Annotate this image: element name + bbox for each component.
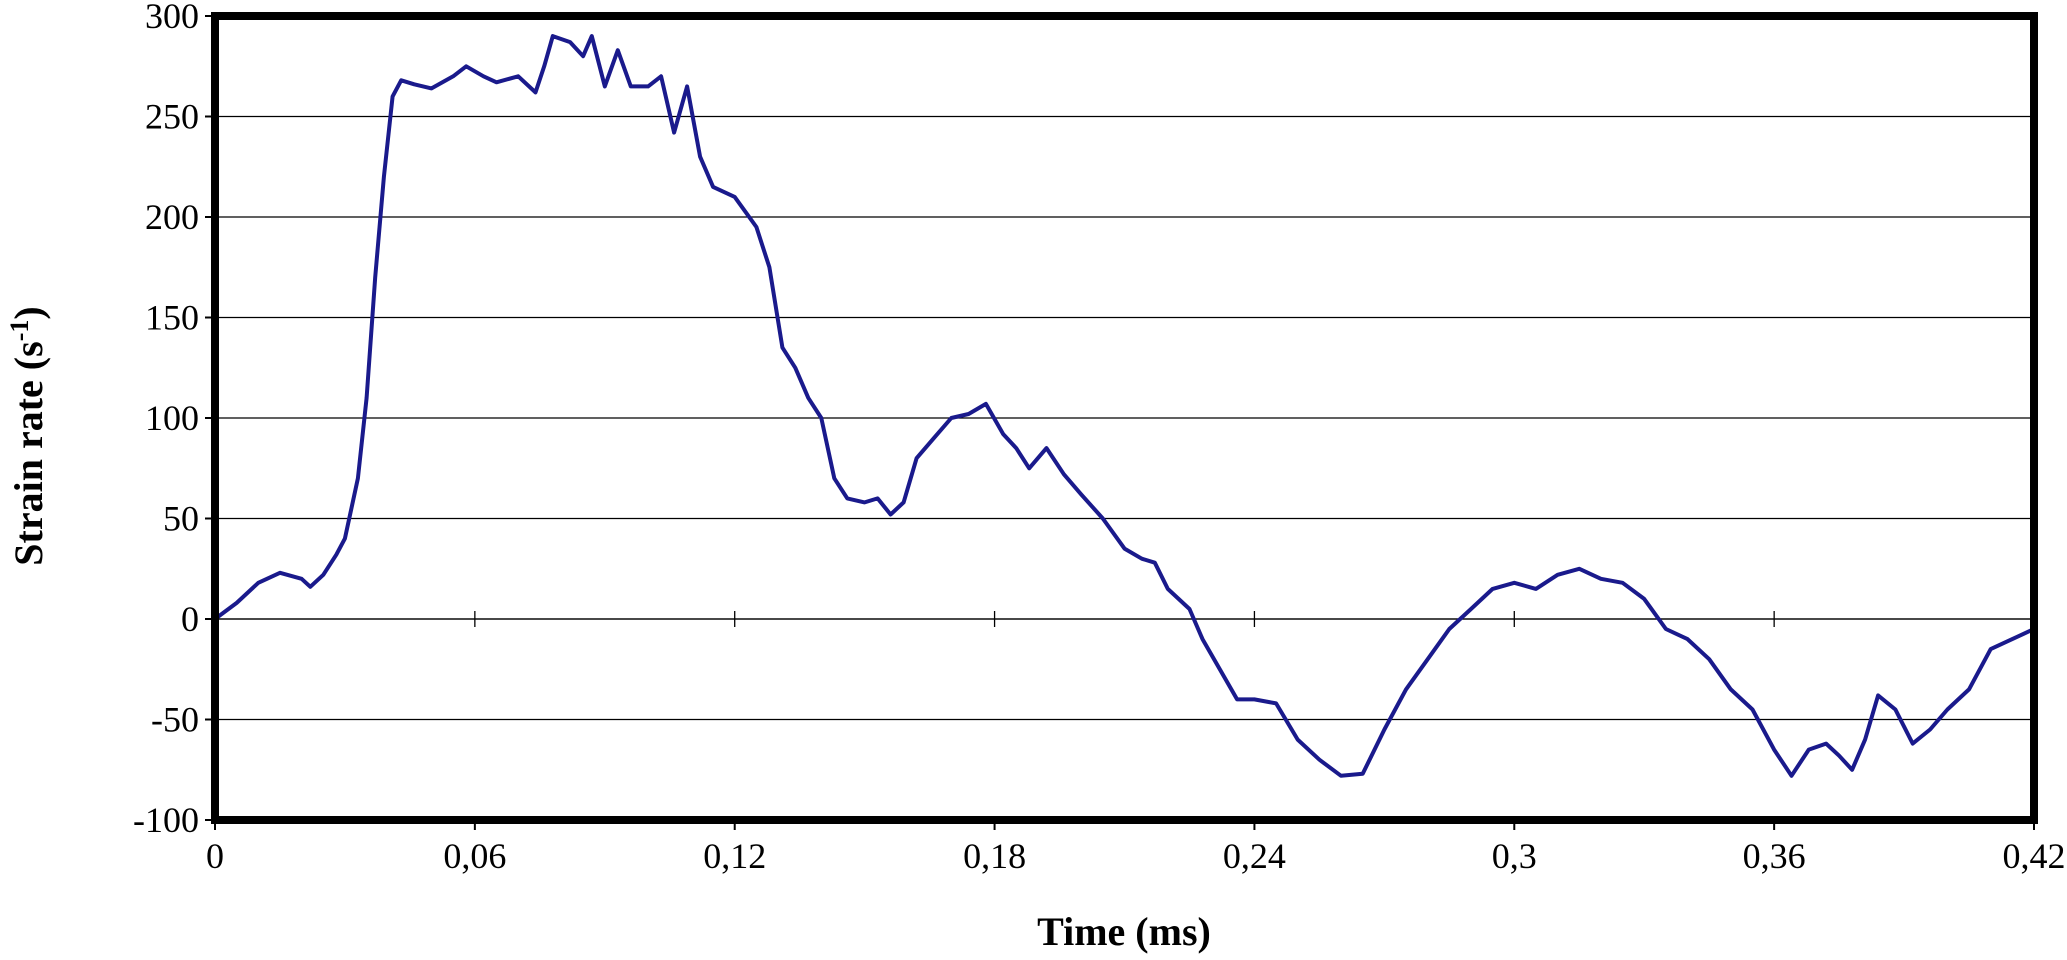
x-tick-label: 0,3 [1492, 836, 1537, 876]
x-tick-label: 0,42 [2003, 836, 2066, 876]
plot-frame [211, 12, 2038, 824]
x-tick-label: 0 [206, 836, 224, 876]
y-tick-label: 150 [145, 298, 199, 338]
y-tick-label: 100 [145, 398, 199, 438]
y-title-tail: ) [6, 306, 51, 319]
y-title-main: Strain rate (s [6, 341, 51, 565]
data-line [213, 34, 2035, 778]
y-title-sup: -1 [5, 320, 34, 342]
x-tick-label: 0,36 [1743, 836, 1806, 876]
y-axis-title: Strain rate (s-1) [5, 306, 51, 565]
y-tick-label: 250 [145, 97, 199, 137]
x-tick-label: 0,24 [1223, 836, 1286, 876]
y-tick-label: 300 [145, 0, 199, 36]
y-tick-label: -100 [133, 800, 199, 840]
y-tick-label: 200 [145, 197, 199, 237]
x-tick-label: 0,06 [443, 836, 506, 876]
x-tick-label: 0,18 [963, 836, 1026, 876]
y-tick-label: 0 [181, 599, 199, 639]
x-axis-title: Time (ms) [1037, 909, 1211, 954]
x-tick-label: 0,12 [703, 836, 766, 876]
y-tick-label: -50 [151, 700, 199, 740]
y-tick-label: 50 [163, 499, 199, 539]
